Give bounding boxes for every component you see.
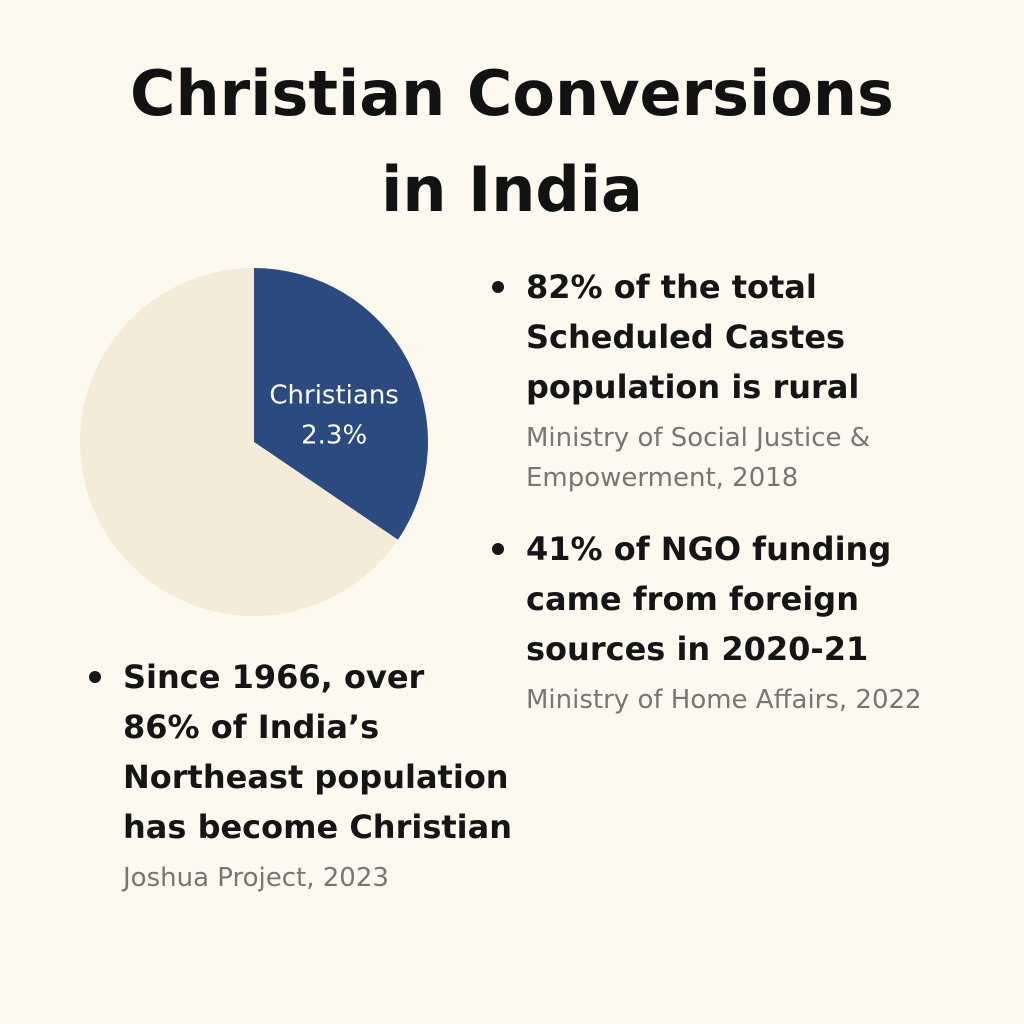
fact-headline-line: 82% of the total [526, 268, 817, 306]
fact-headline-line: population is rural [526, 368, 860, 406]
fact-source: Ministry of Home Affairs, 2022 [526, 680, 996, 720]
fact-source-line: Empowerment, 2018 [526, 463, 799, 493]
page-title-line: in India [381, 153, 643, 226]
fact-source: Ministry of Social Justice & Empowerment… [526, 418, 996, 498]
fact-headline: 82% of the total Scheduled Castes popula… [526, 262, 996, 412]
fact-bullet-ngo-funding: 41% of NGO funding came from foreign sou… [492, 524, 996, 720]
fact-source: Joshua Project, 2023 [123, 858, 518, 898]
fact-headline-line: came from foreign [526, 580, 859, 618]
pie-slice-christians [254, 268, 428, 540]
pie-slice-value-label: 2.3% [301, 421, 367, 451]
pie-slice-other [79, 268, 398, 616]
bullet-dot-icon [492, 281, 504, 293]
fact-bullet-scheduled-castes: 82% of the total Scheduled Castes popula… [492, 262, 996, 498]
fact-headline: Since 1966, over 86% of India’s Northeas… [123, 652, 518, 852]
fact-headline-line: has become Christian [123, 808, 513, 846]
bullet-dot-icon [89, 671, 101, 683]
fact-headline-line: 86% of India’s [123, 708, 380, 746]
fact-source-line: Ministry of Home Affairs, 2022 [526, 685, 922, 715]
fact-source-line: Joshua Project, 2023 [123, 863, 389, 893]
pie-slice-label-label: Christians [269, 381, 398, 411]
fact-bullet-northeast: Since 1966, over 86% of India’s Northeas… [89, 652, 518, 898]
pie-chart: Christians 2.3% [79, 268, 428, 616]
page-title-line: Christian Conversions [130, 57, 894, 130]
page-title: Christian Conversions in India [0, 46, 1024, 238]
fact-source-line: Ministry of Social Justice & [526, 423, 871, 453]
fact-headline-line: Northeast population [123, 758, 509, 796]
fact-headline-line: Since 1966, over [123, 658, 425, 696]
fact-headline-line: sources in 2020-21 [526, 630, 869, 668]
bullet-dot-icon [492, 543, 504, 555]
fact-headline: 41% of NGO funding came from foreign sou… [526, 524, 996, 674]
fact-headline-line: 41% of NGO funding [526, 530, 892, 568]
fact-headline-line: Scheduled Castes [526, 318, 846, 356]
